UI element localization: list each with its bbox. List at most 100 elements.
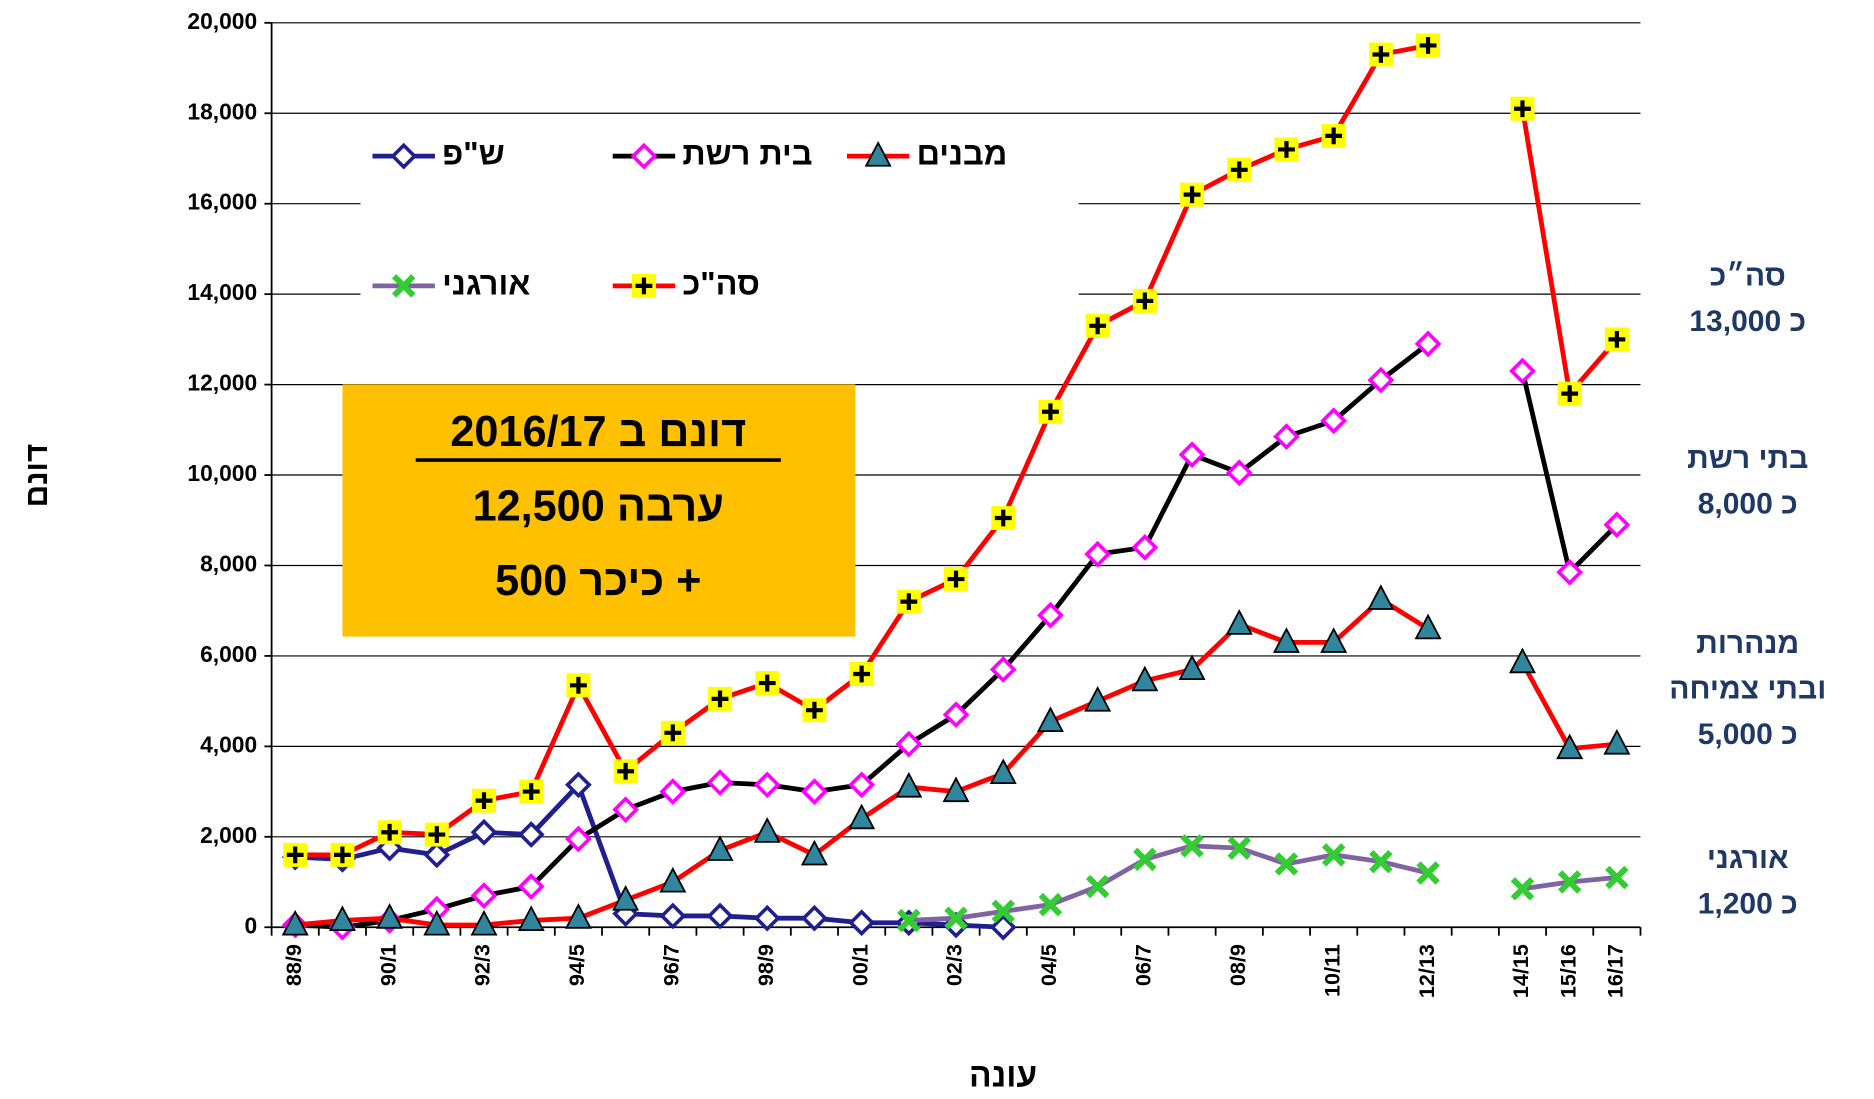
marker-shape: [1273, 423, 1300, 450]
marker-shape: [1274, 852, 1299, 876]
marker-shape: [1603, 728, 1631, 755]
marker: [471, 788, 497, 813]
marker-shape: [517, 873, 545, 900]
marker: [391, 274, 416, 298]
marker: [1037, 601, 1064, 629]
marker-shape: [517, 821, 545, 848]
marker: [849, 661, 874, 687]
marker: [753, 904, 781, 932]
y-tick-label: 10,000: [187, 460, 257, 486]
marker: [470, 882, 498, 909]
marker-shape: [630, 142, 658, 170]
marker-shape: [848, 803, 876, 830]
marker: [753, 771, 781, 799]
series-line: [908, 843, 1618, 923]
marker-shape: [475, 792, 493, 810]
marker-shape: [390, 142, 418, 170]
marker: [896, 589, 921, 614]
marker-shape: [1089, 317, 1107, 335]
marker: [1084, 685, 1112, 712]
marker: [706, 835, 734, 861]
marker: [1510, 96, 1535, 121]
marker-shape: [1367, 584, 1395, 610]
marker-shape: [1278, 141, 1295, 158]
marker: [1557, 381, 1582, 406]
marker: [517, 905, 545, 931]
marker: [1133, 847, 1157, 872]
marker-shape: [848, 909, 875, 937]
marker-shape: [664, 724, 682, 742]
marker: [659, 866, 687, 893]
x-tick-label: 88/9: [281, 944, 306, 986]
marker-shape: [944, 906, 968, 930]
marker: [991, 899, 1015, 924]
marker: [470, 818, 498, 846]
marker-shape: [470, 882, 498, 909]
marker: [1508, 647, 1536, 674]
marker-shape: [1042, 403, 1059, 421]
marker-shape: [1183, 186, 1201, 204]
marker-shape: [1225, 609, 1253, 635]
marker: [1603, 511, 1631, 539]
marker: [991, 505, 1016, 531]
marker: [895, 771, 923, 798]
marker-shape: [900, 593, 918, 611]
marker: [989, 913, 1017, 941]
marker: [564, 903, 592, 929]
marker: [330, 842, 355, 867]
marker-shape: [470, 909, 498, 936]
marker: [328, 905, 356, 931]
marker-shape: [1325, 127, 1343, 145]
marker-shape: [635, 277, 653, 295]
marker: [1367, 584, 1395, 610]
callout-text: דונם ב 2016/17: [450, 408, 746, 456]
y-tick-label: 14,000: [187, 279, 257, 305]
marker: [470, 909, 498, 936]
marker-shape: [564, 903, 592, 929]
x-tick-label: 15/16: [1555, 944, 1580, 998]
marker-shape: [1036, 706, 1064, 732]
marker: [1414, 330, 1442, 358]
marker-shape: [897, 908, 921, 933]
marker: [1038, 892, 1063, 917]
marker: [1368, 42, 1393, 67]
marker-shape: [853, 665, 871, 683]
marker-shape: [1085, 874, 1110, 899]
marker: [1272, 627, 1300, 653]
marker-shape: [1416, 861, 1440, 885]
marker: [1274, 137, 1299, 162]
callout: דונם ב 2016/17 ערבה 12,500 + כיכר 500: [342, 384, 856, 637]
marker: [1556, 733, 1584, 760]
marker: [1416, 33, 1441, 58]
marker-shape: [989, 758, 1017, 785]
annotation: כ 5,000: [1698, 718, 1798, 751]
marker-shape: [947, 570, 965, 588]
x-tick-label: 02/3: [942, 944, 967, 986]
marker-shape: [942, 776, 970, 803]
x-tick-label: 90/1: [375, 944, 400, 986]
marker-shape: [659, 866, 687, 893]
marker-shape: [286, 846, 304, 864]
marker: [565, 771, 592, 799]
marker-shape: [659, 778, 687, 805]
marker-shape: [570, 676, 587, 694]
legend-label: בית רשת: [682, 136, 812, 172]
marker: [1225, 459, 1253, 487]
marker: [1131, 665, 1159, 692]
marker: [800, 839, 828, 866]
y-tick-label: 18,000: [187, 98, 257, 124]
marker: [630, 142, 658, 170]
marker-shape: [428, 826, 446, 843]
marker: [1369, 849, 1393, 874]
legend-label: אורגני: [442, 265, 530, 301]
marker: [1273, 423, 1300, 450]
marker-shape: [1133, 847, 1157, 872]
marker: [1227, 157, 1252, 182]
marker: [1605, 865, 1629, 890]
x-tick-label: 12/13: [1414, 944, 1439, 998]
marker: [1416, 861, 1440, 885]
annotation: מנהרות: [1696, 627, 1799, 660]
marker-shape: [942, 701, 970, 729]
marker: [708, 686, 733, 711]
